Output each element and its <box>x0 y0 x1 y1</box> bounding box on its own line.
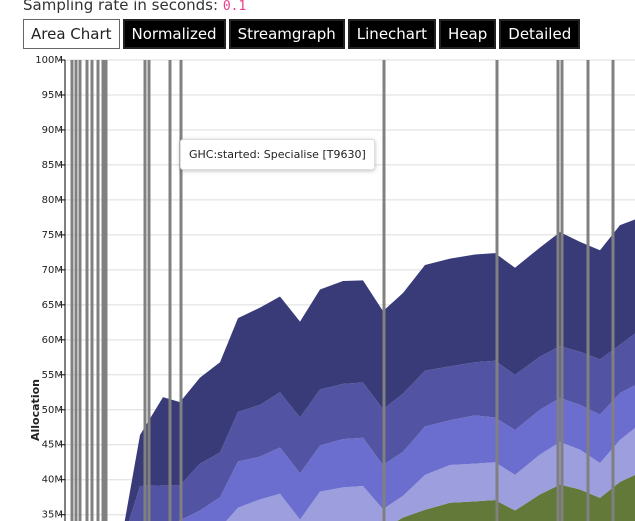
area <box>124 219 635 521</box>
area <box>178 385 635 521</box>
y-tick-label: 50M <box>42 405 63 416</box>
y-tick-label: 35M <box>42 510 63 521</box>
y-tick-label: 100M <box>35 55 63 66</box>
area <box>397 474 635 521</box>
tooltip: GHC:started: Specialise [T9630] <box>180 139 375 170</box>
view-button[interactable]: Normalized <box>122 19 226 49</box>
areas <box>124 219 635 521</box>
y-tick-label: 85M <box>42 160 63 171</box>
sampling-rate: Sampling rate in seconds: 0.1 <box>23 0 246 14</box>
y-tick-label: 40M <box>42 475 63 486</box>
y-tick-label: 60M <box>42 335 63 346</box>
sampling-value[interactable]: 0.1 <box>222 0 247 14</box>
y-tick-label: 70M <box>42 265 63 276</box>
y-tick-label: 90M <box>42 125 63 136</box>
events <box>70 60 615 521</box>
area <box>129 333 635 521</box>
y-tick-label: 80M <box>42 195 63 206</box>
y-tick-label: 95M <box>42 90 63 101</box>
y-axis: 35M 40M 45M 50M 55M 60M 65M 70M 75M 80M 85M 90M 95M 1… <box>35 55 66 521</box>
view-button[interactable]: Area Chart <box>23 19 120 49</box>
y-axis-label: Allocation <box>29 379 42 441</box>
y-tick-label: 75M <box>42 230 63 241</box>
view-button[interactable]: Linechart <box>347 19 437 49</box>
view-buttons: Area Chart Normalized Streamgraph Linechart… <box>23 19 581 49</box>
y-tick-label: 65M <box>42 300 63 311</box>
view-button[interactable]: Streamgraph <box>228 19 345 49</box>
y-tick-label: 55M <box>42 370 63 381</box>
view-button[interactable]: Detailed <box>499 19 581 49</box>
y-tick-label: 45M <box>42 440 63 451</box>
sampling-label: Sampling rate in seconds: <box>23 0 219 14</box>
area <box>226 427 635 521</box>
view-button[interactable]: Heap <box>439 19 497 49</box>
